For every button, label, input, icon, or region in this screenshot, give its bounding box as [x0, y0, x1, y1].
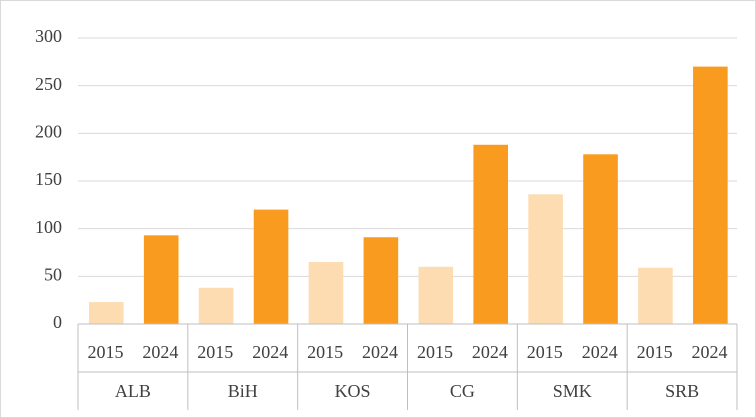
x-tick-label: SRB — [665, 381, 699, 401]
x-subcategory-label: 2024 — [362, 342, 398, 362]
bar — [363, 237, 399, 324]
bar — [308, 262, 344, 324]
x-subcategory-label: 2015 — [197, 342, 233, 362]
x-subcategory-label: 2024 — [582, 342, 618, 362]
y-tick-label: 200 — [35, 121, 62, 141]
bar — [143, 235, 179, 324]
x-subcategory-label: 2015 — [417, 342, 453, 362]
y-tick-label: 0 — [53, 312, 62, 332]
bar — [88, 302, 124, 324]
x-subcategory-label: 2024 — [252, 342, 288, 362]
x-subcategory-label: 2015 — [637, 342, 673, 362]
bar — [418, 266, 454, 324]
y-tick-label: 250 — [35, 74, 62, 94]
y-tick-label: 100 — [35, 217, 62, 237]
bar — [253, 209, 289, 324]
bar — [198, 287, 234, 324]
y-tick-label: 50 — [44, 264, 62, 284]
x-subcategory-label: 2015 — [87, 342, 123, 362]
x-subcategory-label: 2024 — [692, 342, 728, 362]
x-subcategory-label: 2015 — [527, 342, 563, 362]
x-tick-label: KOS — [335, 381, 371, 401]
x-tick-label: SMK — [553, 381, 592, 401]
bar — [473, 144, 508, 324]
x-subcategory-label: 2024 — [472, 342, 508, 362]
x-tick-label: CG — [450, 381, 475, 401]
y-tick-label: 150 — [35, 169, 62, 189]
y-tick-label: 300 — [35, 26, 62, 46]
x-tick-label: BiH — [228, 381, 258, 401]
bar — [528, 194, 563, 324]
bar — [638, 267, 673, 324]
x-subcategory-label: 2015 — [307, 342, 343, 362]
bar — [583, 154, 618, 324]
x-tick-label: ALB — [115, 381, 151, 401]
x-subcategory-label: 2024 — [142, 342, 178, 362]
bar — [693, 66, 728, 324]
